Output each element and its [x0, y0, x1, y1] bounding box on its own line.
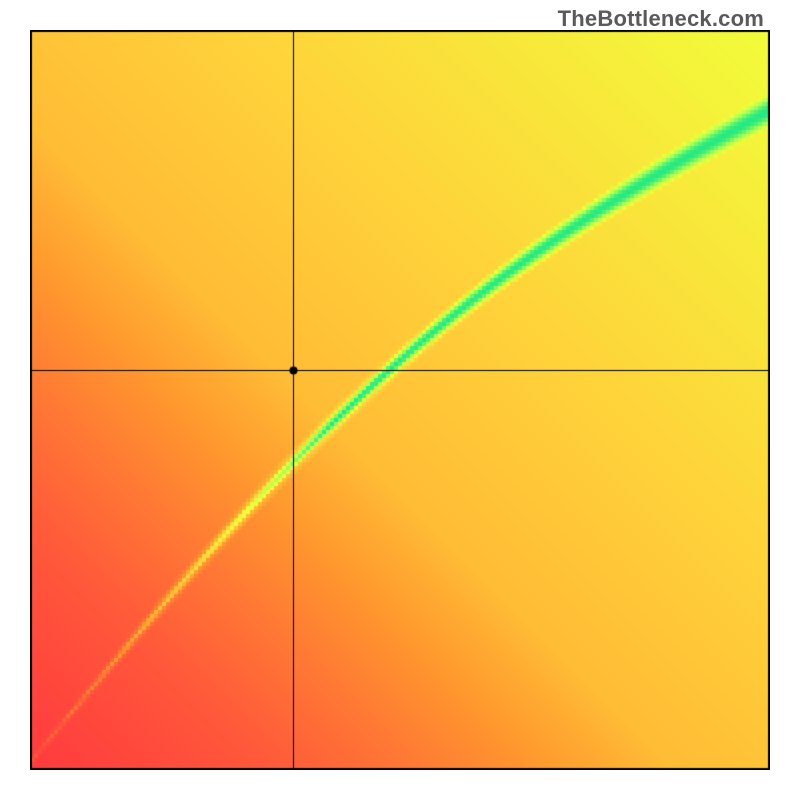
watermark-text: TheBottleneck.com — [558, 6, 764, 32]
chart-container: TheBottleneck.com — [0, 0, 800, 800]
bottleneck-heatmap — [30, 30, 770, 770]
